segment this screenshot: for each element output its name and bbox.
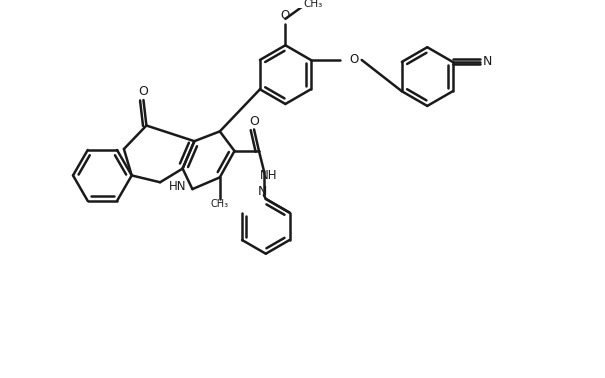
Text: O: O — [349, 53, 359, 67]
Text: CH₃: CH₃ — [211, 199, 229, 209]
Text: N: N — [258, 184, 267, 198]
Text: N: N — [482, 56, 492, 68]
Text: CH₃: CH₃ — [303, 0, 322, 9]
Text: O: O — [139, 85, 148, 98]
Text: O: O — [281, 9, 290, 22]
Text: HN: HN — [169, 180, 186, 193]
Text: O: O — [249, 115, 259, 128]
Text: NH: NH — [260, 169, 278, 182]
